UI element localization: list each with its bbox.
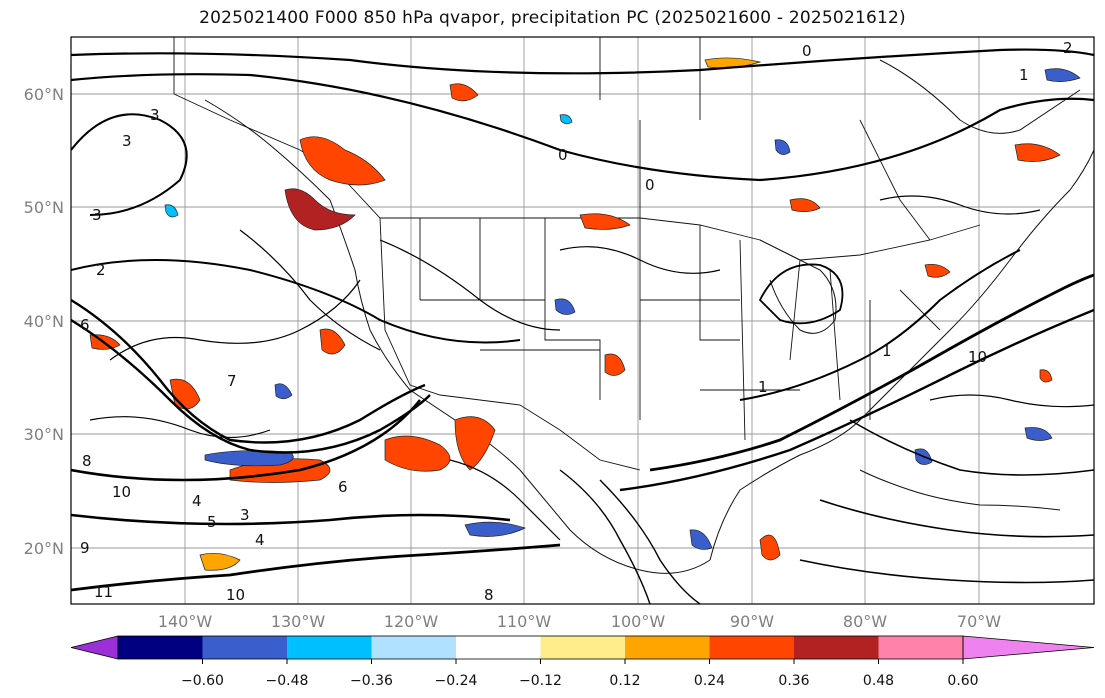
lat-label-30n: 30°N — [24, 425, 64, 444]
contour-label: 6 — [80, 316, 90, 334]
colorbar-segment — [794, 636, 879, 659]
contour-label: 10 — [968, 348, 987, 366]
contour-label: 8 — [484, 586, 494, 604]
lon-label-100w: 100°W — [611, 612, 666, 631]
contour-label: 1 — [758, 378, 768, 396]
lon-label-90w: 90°W — [730, 612, 774, 631]
contour-label: 3 — [150, 106, 160, 124]
colorbar-segment — [540, 636, 626, 659]
contour-label: 4 — [255, 531, 265, 549]
colorbar-tick-label: −0.12 — [519, 673, 562, 689]
map-title: 2025021400 F000 850 hPa qvapor, precipit… — [199, 8, 906, 28]
colorbar-extend-low — [70, 635, 119, 660]
contour-labels: 2 1 0 3 3 3 2 0 0 6 7 8 10 4 5 3 6 4 8 1… — [80, 39, 1073, 604]
colorbar-tick-label: 0.60 — [947, 673, 978, 689]
contour-label: 10 — [112, 483, 131, 501]
contour-label: 9 — [80, 539, 90, 557]
colorbar-tick-label: 0.12 — [609, 673, 640, 689]
colorbar-tick-label: −0.36 — [350, 673, 393, 689]
colorbar-segment — [625, 636, 710, 659]
contour-label: 4 — [192, 492, 202, 510]
contour-label: 3 — [240, 506, 250, 524]
precip-shading-negative — [164, 68, 1081, 550]
lat-label-50n: 50°N — [24, 198, 64, 217]
contour-label: 1 — [882, 342, 892, 360]
longitude-labels: 140°W 130°W 120°W 110°W 100°W 90°W 80°W … — [158, 612, 1001, 631]
contour-label: 5 — [207, 513, 217, 531]
contour-label: 2 — [1063, 39, 1073, 57]
contour-label: 0 — [802, 42, 812, 60]
coastline — [204, 59, 1094, 574]
lon-label-110w: 110°W — [497, 612, 552, 631]
qvapor-contours — [71, 48, 1094, 604]
colorbar-segment — [202, 636, 288, 659]
precip-shading-positive — [89, 57, 1061, 571]
colorbar-segment — [709, 636, 795, 659]
lon-label-120w: 120°W — [384, 612, 439, 631]
contour-label: 7 — [227, 372, 237, 390]
latitude-labels: 60°N 50°N 40°N 30°N 20°N — [24, 85, 64, 558]
lat-label-40n: 40°N — [24, 312, 64, 331]
lon-label-80w: 80°W — [843, 612, 887, 631]
lon-label-130w: 130°W — [271, 612, 326, 631]
colorbar-tick-label: −0.48 — [266, 673, 309, 689]
contour-label: 8 — [82, 452, 92, 470]
colorbar-tick-label: 0.48 — [863, 673, 894, 689]
lat-label-60n: 60°N — [24, 85, 64, 104]
contour-label: 1 — [1019, 66, 1029, 84]
contour-label: 2 — [96, 261, 106, 279]
colorbar-extend-high — [962, 635, 1095, 660]
contour-label: 3 — [122, 132, 132, 150]
colorbar-tick-label: 0.36 — [778, 673, 809, 689]
gridlines — [71, 37, 1094, 604]
colorbar-segment — [878, 636, 964, 659]
contour-label: 11 — [94, 583, 113, 601]
map-panel: 2 1 0 3 3 3 2 0 0 6 7 8 10 4 5 3 6 4 8 1… — [70, 36, 1095, 605]
colorbar-segment — [456, 636, 541, 659]
colorbar-tick-label: 0.24 — [694, 673, 725, 689]
contour-label: 0 — [645, 176, 655, 194]
contour-label: 0 — [558, 146, 568, 164]
colorbar-tick-label: −0.24 — [435, 673, 478, 689]
contour-label: 6 — [338, 478, 348, 496]
colorbar-segment — [371, 636, 457, 659]
contour-label: 10 — [226, 586, 245, 604]
lon-label-70w: 70°W — [957, 612, 1001, 631]
lat-label-20n: 20°N — [24, 539, 64, 558]
colorbar-tick-label: −0.60 — [181, 673, 224, 689]
lon-label-140w: 140°W — [158, 612, 213, 631]
colorbar-segment — [118, 636, 203, 659]
contour-label: 3 — [92, 206, 102, 224]
colorbar: −0.60 −0.48 −0.36 −0.24 −0.12 0.12 0.24 0.36 0.4… — [70, 635, 1095, 689]
political-boundaries — [173, 37, 981, 471]
colorbar-segment — [287, 636, 372, 659]
